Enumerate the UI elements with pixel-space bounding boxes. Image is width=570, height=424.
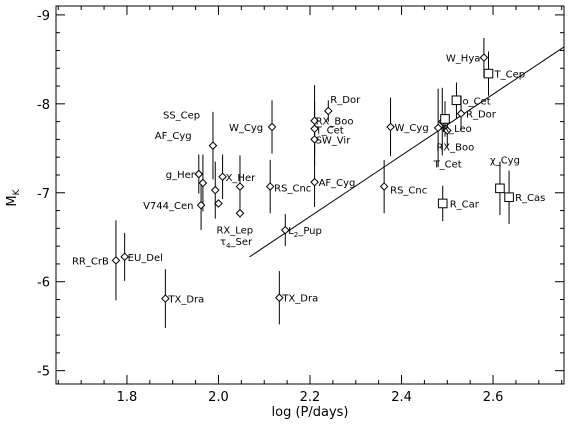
data-markers bbox=[111, 53, 514, 303]
data-label: TX_Dra bbox=[281, 294, 318, 305]
diamond-marker bbox=[235, 182, 245, 191]
svg-text:MK: MK bbox=[5, 188, 22, 206]
data-label: TX_Dra bbox=[167, 295, 204, 306]
diamond-marker bbox=[120, 252, 129, 262]
data-label: X_Her bbox=[226, 173, 257, 184]
data-label: AF_Cyg bbox=[319, 178, 356, 189]
diamond-marker bbox=[265, 182, 275, 191]
data-labels: RR_CrB EU_Del TX_Dra SS_Cep AF_Cyg g_Her V744_… bbox=[72, 54, 545, 306]
data-label: R_Dor bbox=[330, 95, 361, 106]
x-tick-label: 2.6 bbox=[483, 390, 504, 405]
diamond-marker bbox=[196, 200, 206, 210]
data-label: RX_Lep bbox=[216, 225, 253, 236]
data-label: W_Hya bbox=[446, 54, 480, 65]
data-label: V744_Cen bbox=[143, 201, 193, 212]
square-marker bbox=[504, 192, 514, 203]
diamond-marker bbox=[235, 208, 245, 218]
plot-frame bbox=[55, 5, 565, 385]
x-tick-label: 2.4 bbox=[391, 390, 412, 405]
diamond-marker bbox=[442, 126, 452, 135]
diamond-marker bbox=[267, 122, 277, 132]
diamond-marker bbox=[379, 182, 389, 191]
data-label: SW_Vir bbox=[316, 135, 352, 146]
y-axis-label-main: M bbox=[5, 195, 20, 206]
data-label: τ4_Ser bbox=[220, 237, 253, 250]
x-tick-label: 1.8 bbox=[117, 390, 138, 405]
data-label: RS_Cnc bbox=[274, 184, 311, 195]
data-label: W_Cyg bbox=[229, 123, 263, 134]
data-label: SS_Cep bbox=[163, 111, 200, 122]
data-label: L2_Pup bbox=[288, 226, 322, 239]
diamond-marker bbox=[310, 177, 319, 187]
data-label: o_Cet bbox=[462, 96, 490, 107]
diamond-marker bbox=[210, 185, 220, 195]
diamond-marker bbox=[208, 141, 218, 150]
data-label: R_Leo bbox=[442, 124, 472, 135]
diamond-marker bbox=[479, 53, 489, 62]
diamond-marker bbox=[310, 124, 319, 134]
y-tick-label: -8 bbox=[37, 98, 50, 113]
y-axis-label: MK bbox=[5, 188, 22, 206]
axis-ticks bbox=[56, 6, 564, 384]
data-label: AF_Cyg bbox=[155, 131, 192, 142]
x-tick-label: 2.0 bbox=[208, 390, 229, 405]
data-label: EU_Del bbox=[128, 253, 163, 264]
data-label: RX_Boo bbox=[316, 117, 354, 128]
data-label: RR_CrB bbox=[72, 256, 109, 267]
square-marker bbox=[483, 68, 494, 79]
y-tick-label: -5 bbox=[37, 365, 50, 380]
square-marker bbox=[495, 183, 505, 194]
diamond-marker bbox=[310, 116, 319, 126]
y-axis-label-subscript: K bbox=[12, 188, 22, 195]
axis-tick-labels: 1.8 2.0 2.2 2.4 2.6 -9 -8 -7 -6 -5 bbox=[37, 9, 503, 405]
y-tick-label: -9 bbox=[37, 9, 50, 24]
diamond-marker bbox=[275, 293, 284, 303]
data-label: g_Her bbox=[166, 170, 196, 181]
data-label: T_Cet bbox=[433, 159, 462, 170]
fit-line bbox=[249, 46, 565, 258]
square-marker bbox=[440, 114, 450, 124]
data-label: RX_Boo bbox=[436, 143, 474, 154]
data-label: χ_Cyg bbox=[490, 155, 520, 166]
y-tick-label: -6 bbox=[37, 276, 50, 291]
diamond-marker bbox=[386, 122, 395, 132]
data-label: W_Cyg bbox=[395, 123, 429, 134]
regression-line bbox=[249, 46, 565, 258]
x-axis-label: log (P/days) bbox=[272, 405, 349, 420]
diamond-marker bbox=[310, 135, 319, 144]
diamond-marker bbox=[433, 123, 443, 133]
data-label: R_Car bbox=[450, 199, 480, 210]
diamond-marker bbox=[323, 106, 333, 116]
x-tick-label: 2.2 bbox=[300, 390, 321, 405]
diamond-marker bbox=[214, 199, 223, 208]
data-label: R_Cas bbox=[515, 193, 545, 204]
diamond-marker bbox=[456, 109, 466, 118]
diamond-marker bbox=[198, 178, 208, 188]
diamond-marker bbox=[218, 172, 227, 182]
diamond-marker bbox=[280, 225, 290, 235]
data-label: R_Dor bbox=[466, 110, 497, 121]
data-label: T_Cet bbox=[315, 126, 344, 137]
y-tick-label: -7 bbox=[37, 187, 50, 202]
diamond-marker bbox=[194, 169, 204, 179]
data-label: T_Cep bbox=[493, 70, 525, 81]
diamond-marker bbox=[111, 256, 121, 265]
square-marker bbox=[451, 95, 462, 106]
diamond-marker bbox=[161, 294, 170, 303]
data-label: RS_Cnc bbox=[390, 186, 427, 197]
square-marker bbox=[437, 198, 448, 209]
